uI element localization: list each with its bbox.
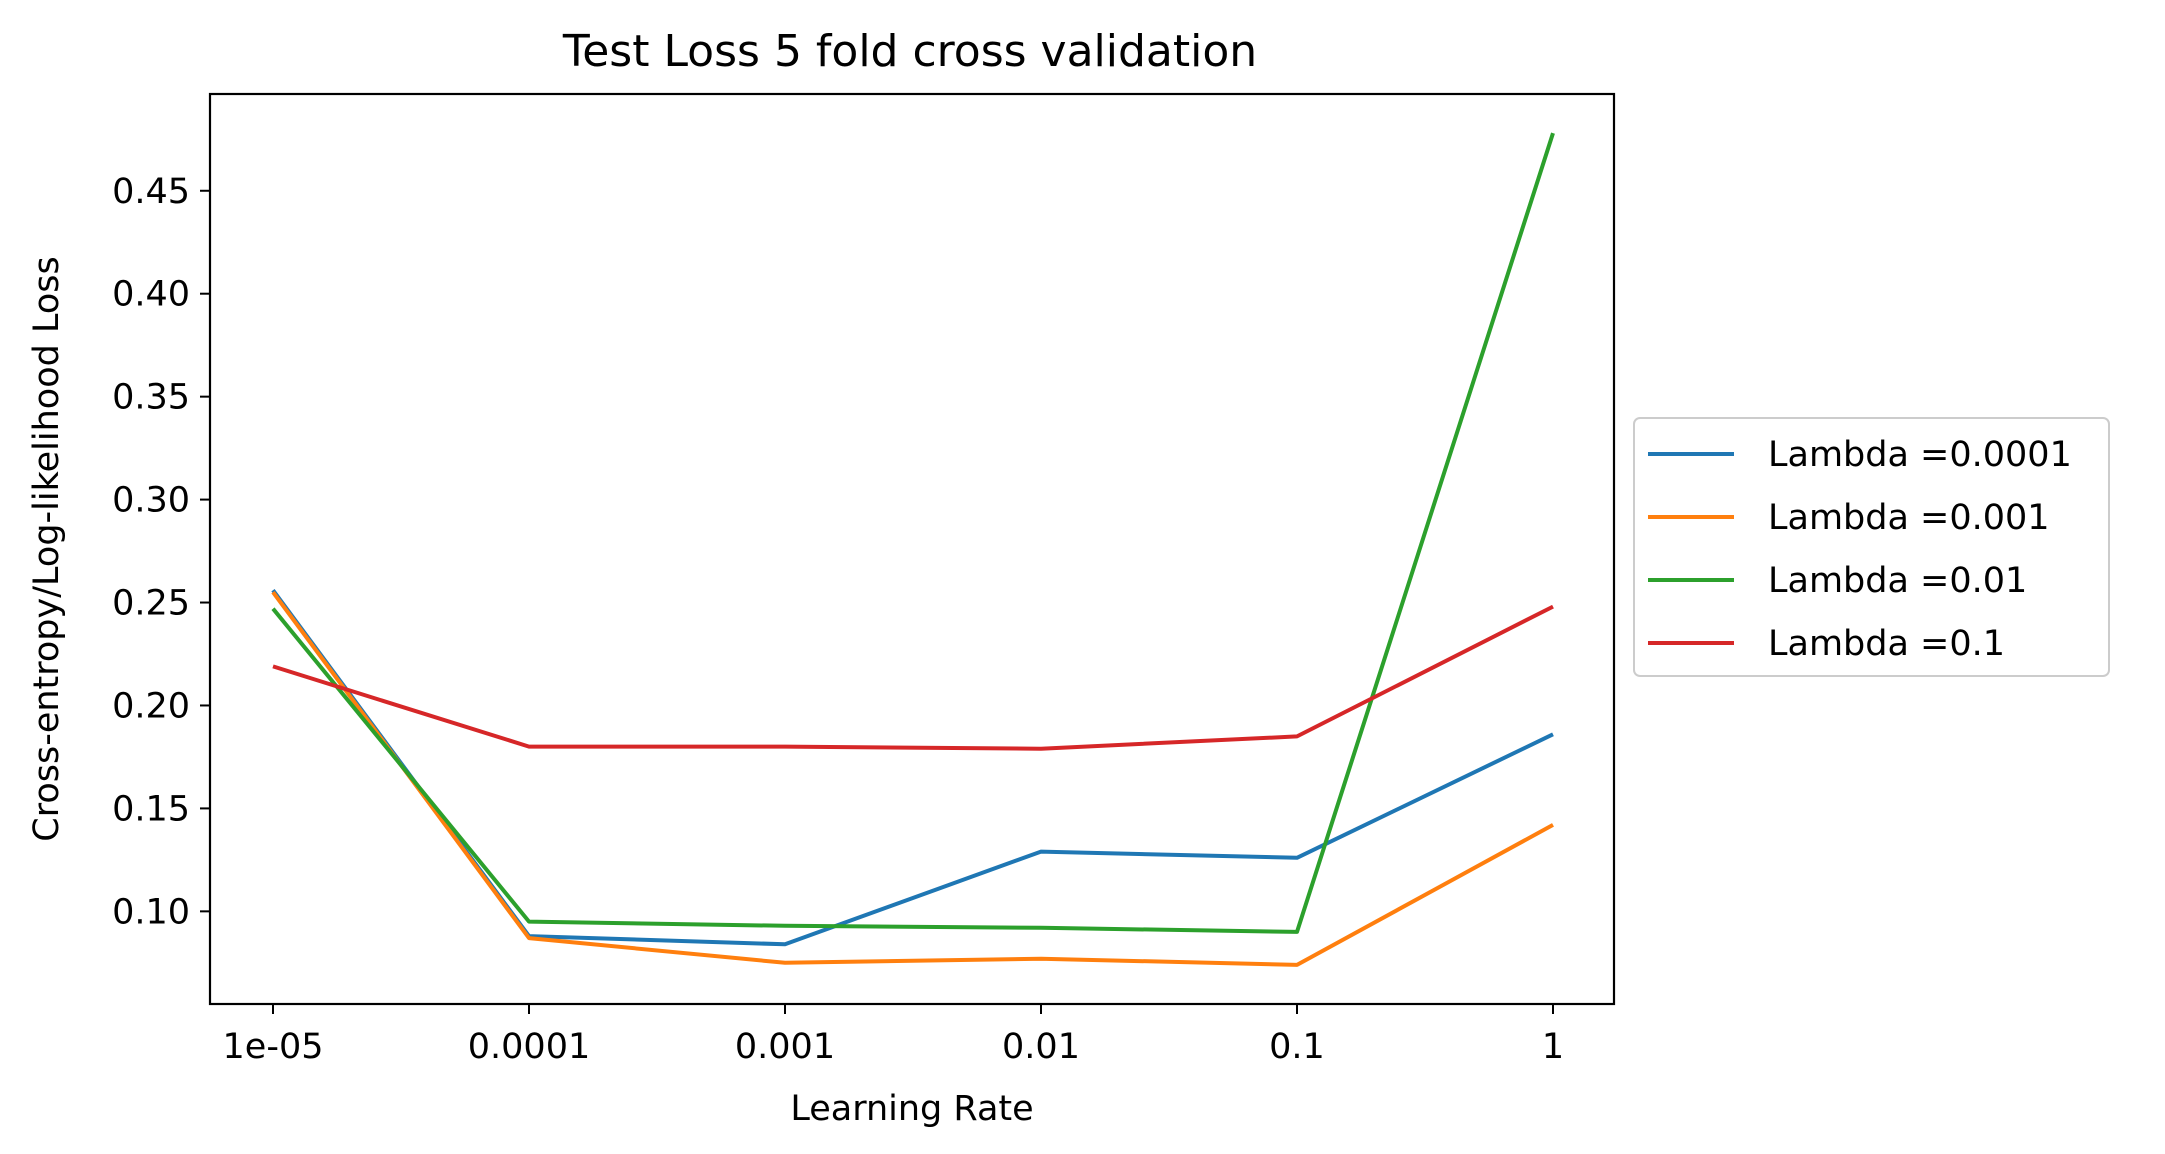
series-line-3 <box>272 604 1554 751</box>
series-line-2 <box>271 132 1555 934</box>
y-tick-label: 0.20 <box>112 686 190 726</box>
legend-label: Lambda =0.1 <box>1768 624 2005 664</box>
y-axis-ticks: 0.10 0.15 0.20 0.25 0.30 0.35 0.40 0.45 <box>112 172 210 932</box>
legend: Lambda =0.0001 Lambda =0.001 Lambda =0.01 L… <box>1633 417 2110 677</box>
x-axis-label: Learning Rate <box>790 1089 1033 1129</box>
x-tick-label: 0.01 <box>1002 1027 1080 1067</box>
chart-title: Test Loss 5 fold cross validation <box>562 26 1257 77</box>
legend-box <box>1633 417 2110 677</box>
x-axis-ticks: 1e-05 0.0001 0.001 0.01 0.1 1 <box>223 1004 1564 1067</box>
y-tick-label: 0.30 <box>112 481 190 521</box>
legend-label: Lambda =0.0001 <box>1768 435 2072 475</box>
legend-items: Lambda =0.0001 Lambda =0.001 Lambda =0.01 L… <box>1648 435 2072 664</box>
y-tick-label: 0.25 <box>112 584 190 624</box>
y-tick-label: 0.15 <box>112 789 190 829</box>
y-tick-label: 0.40 <box>112 275 190 315</box>
series-lines <box>271 132 1555 967</box>
legend-label: Lambda =0.01 <box>1768 561 2027 601</box>
series-line-1 <box>271 591 1554 967</box>
y-tick-label: 0.10 <box>112 892 190 932</box>
legend-label: Lambda =0.001 <box>1768 498 2050 538</box>
x-tick-label: 0.001 <box>735 1027 835 1067</box>
series-line-0 <box>271 589 1554 947</box>
y-tick-label: 0.45 <box>112 172 190 212</box>
y-axis-label: Cross-entropy/Log-likelihood Loss <box>27 256 67 841</box>
x-tick-label: 1 <box>1542 1027 1564 1067</box>
x-tick-label: 1e-05 <box>223 1027 324 1067</box>
y-tick-label: 0.35 <box>112 378 190 418</box>
x-tick-label: 0.0001 <box>468 1027 590 1067</box>
plot-frame <box>208 92 1616 1006</box>
x-tick-label: 0.1 <box>1269 1027 1325 1067</box>
